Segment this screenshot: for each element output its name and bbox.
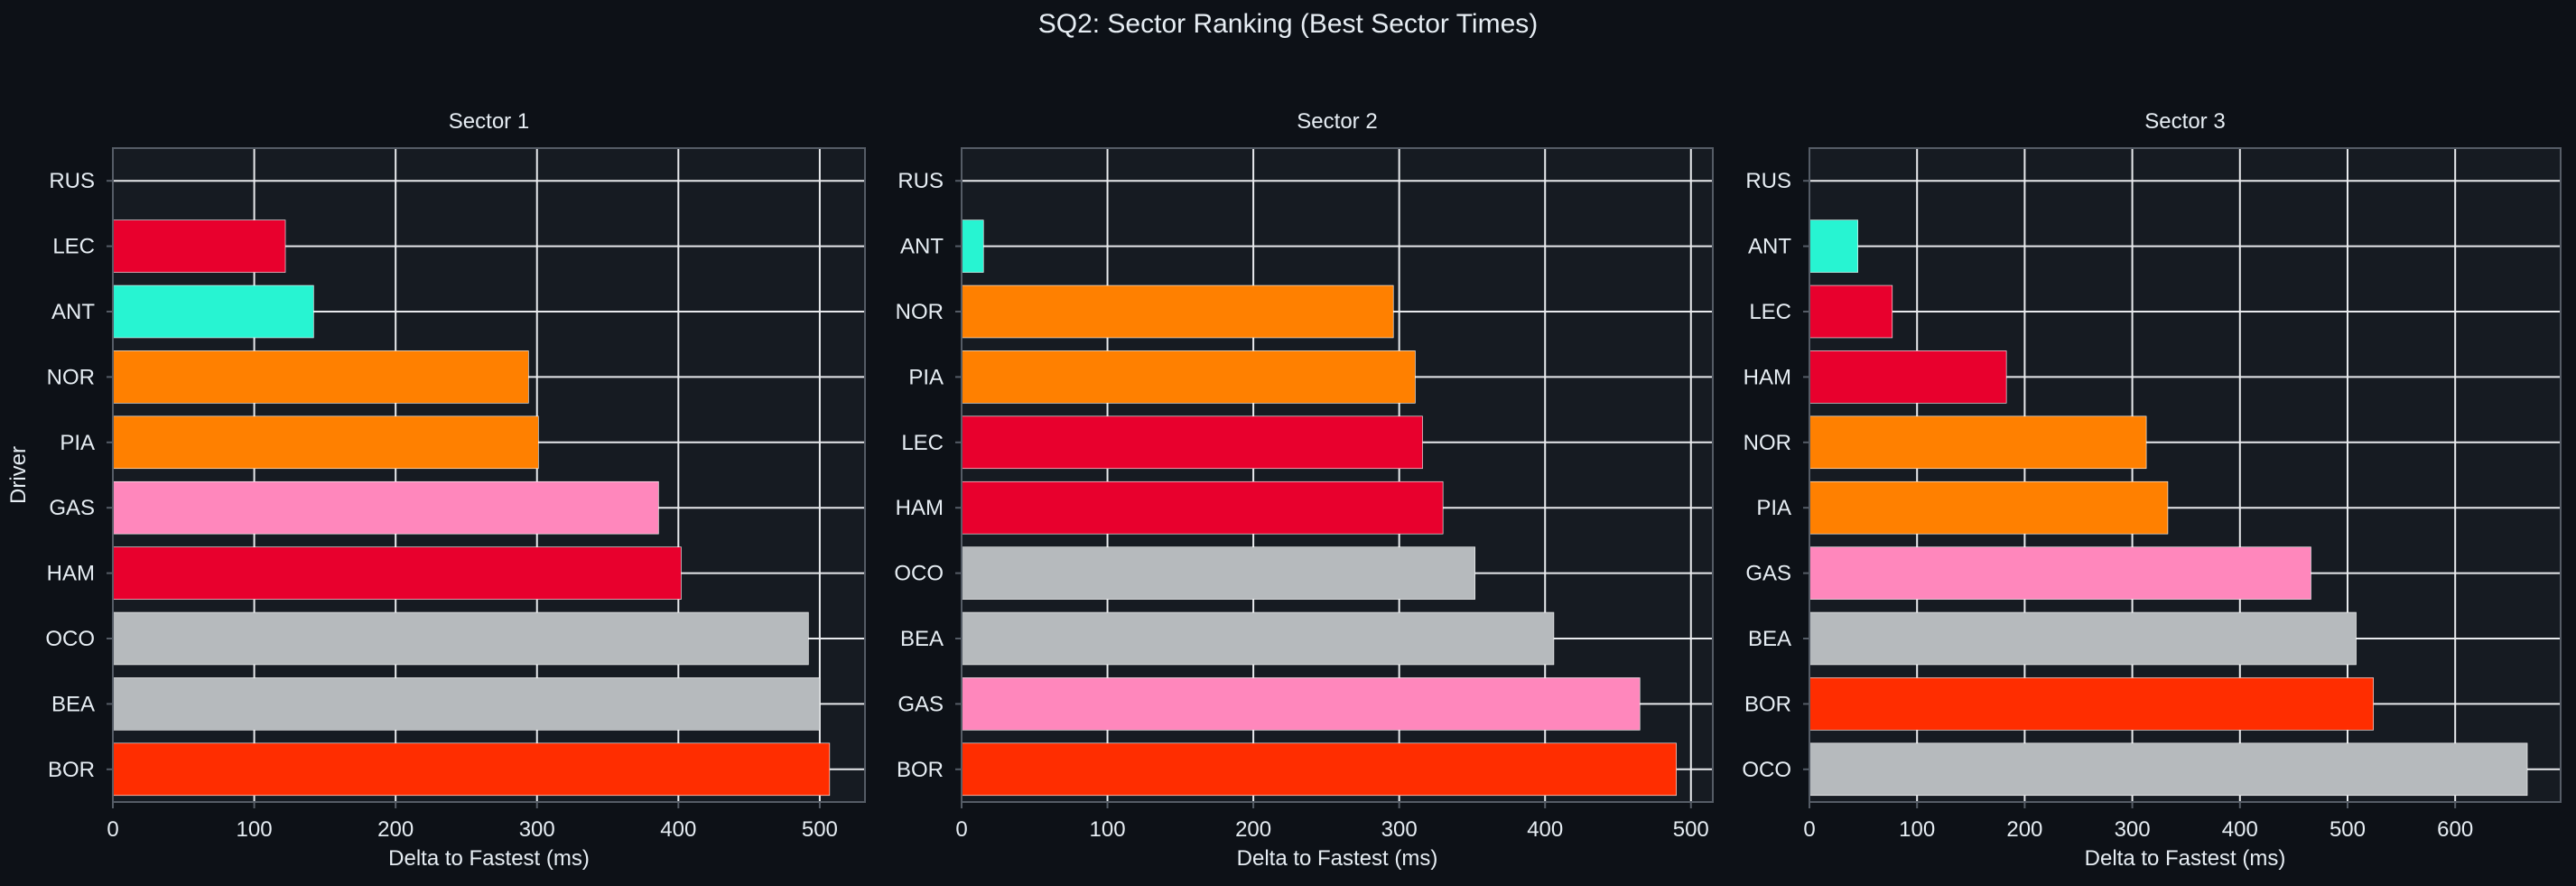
axes-frame bbox=[112, 147, 866, 803]
bar-nor bbox=[961, 284, 1394, 339]
y-tick-label: OCO bbox=[45, 627, 95, 651]
y-tick-label: LEC bbox=[1749, 300, 1791, 324]
bar-pia bbox=[1809, 480, 2169, 535]
axes-frame bbox=[1809, 147, 2562, 803]
x-tick-label: 400 bbox=[660, 817, 696, 842]
y-tick-label: PIA bbox=[1756, 496, 1791, 520]
bar-nor bbox=[1809, 415, 2147, 470]
figure-title: SQ2: Sector Ranking (Best Sector Times) bbox=[1037, 9, 1539, 39]
bar-bea bbox=[961, 611, 1555, 666]
y-tick-label: ANT bbox=[900, 235, 944, 259]
x-tick-label: 0 bbox=[955, 817, 967, 842]
bar-bea bbox=[112, 677, 821, 731]
x-axis-label: Delta to Fastest (ms) bbox=[1237, 846, 1438, 871]
x-axis-label: Delta to Fastest (ms) bbox=[388, 846, 590, 871]
y-tick-label: HAM bbox=[896, 496, 944, 520]
y-tick-label: RUS bbox=[897, 169, 944, 193]
x-tick-label: 500 bbox=[2330, 817, 2366, 842]
x-tick-label: 600 bbox=[2437, 817, 2473, 842]
bar-pia bbox=[112, 415, 539, 470]
bar-lec bbox=[961, 415, 1423, 470]
chart-panel-2: 0 100 200 300 400 500 RUS ANT NOR PIA LEC HAM OCO BEA… bbox=[894, 109, 1714, 871]
bar-gas bbox=[961, 677, 1641, 731]
x-tick-label: 400 bbox=[2222, 817, 2258, 842]
x-tick-label: 400 bbox=[1527, 817, 1563, 842]
bar-ham bbox=[1809, 350, 2007, 404]
y-tick-label: NOR bbox=[47, 365, 95, 389]
x-tick-label: 100 bbox=[1899, 817, 1935, 842]
chart-panel-3: 0 100 200 300 400 500 600 RUS ANT LEC HAM NOR PIA GAS… bbox=[1742, 109, 2562, 871]
bar-gas bbox=[112, 480, 659, 535]
x-tick-label: 300 bbox=[1381, 817, 1418, 842]
bar-ant bbox=[1809, 219, 1858, 273]
y-tick-label: BEA bbox=[51, 692, 95, 716]
bar-lec bbox=[1809, 284, 1893, 339]
y-tick-label: HAM bbox=[1744, 365, 1791, 389]
bar-gas bbox=[1809, 546, 2311, 600]
x-tick-label: 300 bbox=[2115, 817, 2151, 842]
bar-oco bbox=[961, 546, 1475, 600]
x-tick-label: 500 bbox=[802, 817, 838, 842]
panel-title: Sector 2 bbox=[1297, 109, 1377, 134]
y-tick-label: PIA bbox=[60, 431, 95, 455]
bar-nor bbox=[112, 350, 529, 404]
x-tick-label: 200 bbox=[1235, 817, 1271, 842]
x-tick-label: 300 bbox=[519, 817, 555, 842]
y-tick-label: PIA bbox=[908, 365, 944, 389]
y-tick-label: BEA bbox=[900, 627, 944, 651]
bar-bor bbox=[961, 742, 1677, 797]
x-tick-label: 500 bbox=[1673, 817, 1709, 842]
y-tick-label: ANT bbox=[1748, 235, 1791, 259]
chart-panel-1: 0 100 200 300 400 500 RUS LEC ANT NOR PIA GAS HAM OCO… bbox=[6, 109, 866, 871]
x-tick-label: 100 bbox=[237, 817, 273, 842]
y-tick-label: GAS bbox=[1745, 562, 1791, 586]
bar-bor bbox=[112, 742, 831, 797]
panel-title: Sector 3 bbox=[2144, 109, 2225, 134]
x-tick-label: 0 bbox=[1803, 817, 1815, 842]
bar-oco bbox=[112, 611, 809, 666]
x-tick-label: 0 bbox=[107, 817, 118, 842]
axes-frame bbox=[961, 147, 1714, 803]
y-axis-label: Driver bbox=[6, 446, 31, 504]
y-tick-label: OCO bbox=[894, 562, 944, 586]
y-tick-label: BOR bbox=[48, 758, 95, 782]
bar-ant bbox=[112, 284, 314, 339]
x-tick-label: 200 bbox=[377, 817, 414, 842]
bar-ham bbox=[112, 546, 682, 600]
bar-lec bbox=[112, 219, 286, 273]
y-tick-label: RUS bbox=[49, 169, 95, 193]
y-tick-label: BEA bbox=[1748, 627, 1791, 651]
panel-title: Sector 1 bbox=[449, 109, 529, 134]
y-tick-label: GAS bbox=[49, 496, 95, 520]
x-axis-label: Delta to Fastest (ms) bbox=[2085, 846, 2286, 871]
bar-ham bbox=[961, 480, 1444, 535]
y-tick-label: GAS bbox=[897, 692, 944, 716]
x-tick-label: 100 bbox=[1090, 817, 1126, 842]
x-tick-label: 200 bbox=[2006, 817, 2042, 842]
y-tick-label: BOR bbox=[897, 758, 944, 782]
bar-bor bbox=[1809, 677, 2374, 731]
y-tick-label: ANT bbox=[51, 300, 95, 324]
y-tick-label: HAM bbox=[47, 562, 95, 586]
bar-oco bbox=[1809, 742, 2528, 797]
y-tick-label: OCO bbox=[1742, 758, 1791, 782]
y-tick-label: BOR bbox=[1744, 692, 1791, 716]
bar-bea bbox=[1809, 611, 2357, 666]
bar-ant bbox=[961, 219, 984, 273]
y-tick-label: RUS bbox=[1745, 169, 1791, 193]
y-tick-label: LEC bbox=[52, 235, 95, 259]
y-tick-label: LEC bbox=[901, 431, 944, 455]
bar-pia bbox=[961, 350, 1416, 404]
y-tick-label: NOR bbox=[896, 300, 944, 324]
y-tick-label: NOR bbox=[1744, 431, 1791, 455]
